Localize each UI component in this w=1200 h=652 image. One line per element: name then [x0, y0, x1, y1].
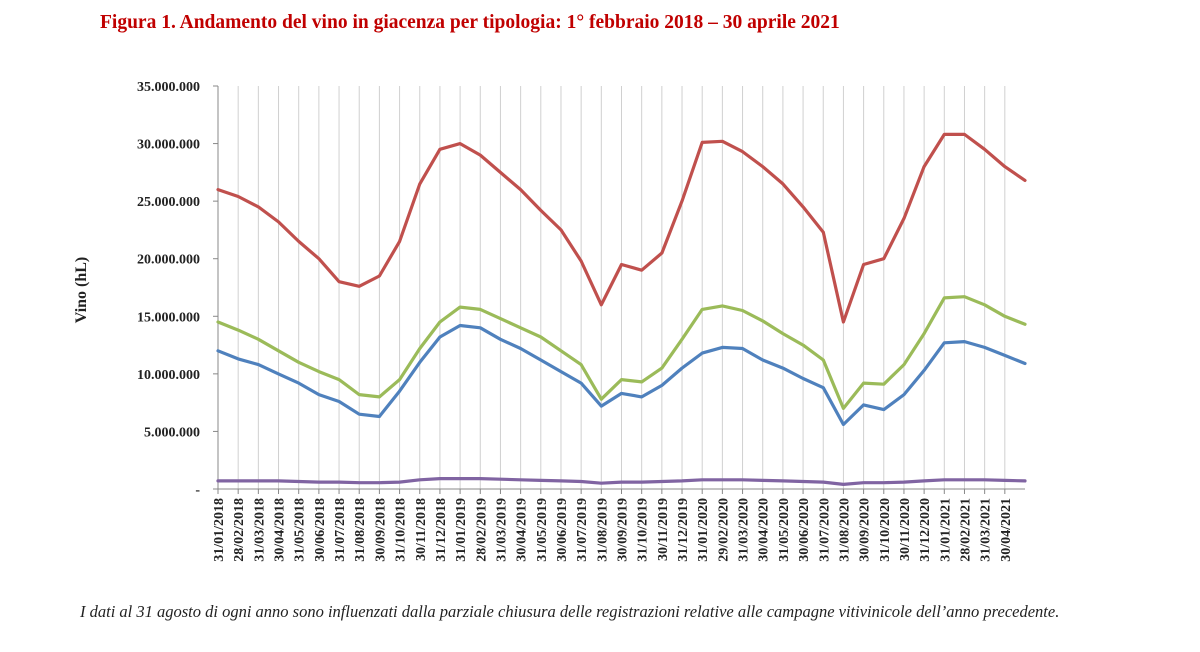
x-tick-label: 30/11/2018	[414, 498, 429, 561]
x-tick-label: 28/02/2018	[232, 498, 247, 562]
series-lines	[216, 132, 1027, 486]
x-tick-label: 30/04/2021	[999, 498, 1014, 562]
vertical-grid	[217, 86, 1006, 489]
x-tick-label: 31/01/2021	[938, 498, 953, 562]
x-tick-label: 31/03/2021	[979, 498, 994, 562]
x-tick-label: 31/03/2018	[252, 498, 267, 562]
x-tick-label: 30/06/2018	[313, 498, 328, 562]
x-tick-label: 31/05/2018	[293, 498, 308, 562]
x-tick-label: 31/08/2018	[353, 498, 368, 562]
x-tick-label: 28/02/2019	[474, 498, 489, 562]
x-tick-label: 31/08/2019	[595, 498, 610, 562]
x-tick-label: 31/05/2019	[535, 498, 550, 562]
x-tick-label: 31/05/2020	[777, 498, 792, 562]
x-tick-label: 30/04/2020	[757, 498, 772, 562]
figure-title: Figura 1. Andamento del vino in giacenza…	[100, 12, 840, 33]
x-tick-label: 31/12/2019	[676, 498, 691, 562]
x-tick-label: 31/10/2018	[394, 498, 409, 562]
x-tick-label: 30/11/2020	[898, 498, 913, 561]
x-tick-label: 31/08/2020	[837, 498, 852, 562]
y-axis-label: Vino (hL)	[73, 256, 90, 324]
x-tick-label: 30/09/2020	[858, 498, 873, 562]
x-tick-label: 29/02/2020	[716, 498, 731, 562]
x-tick-label: 31/01/2019	[454, 498, 469, 562]
y-tick-label: 20.000.000	[137, 253, 200, 268]
series-line-3	[216, 323, 1027, 427]
x-tick-label: 31/12/2018	[434, 498, 449, 562]
y-tick-label: 10.000.000	[137, 368, 200, 383]
series-line-2	[216, 295, 1027, 410]
y-tick-label: 5.000.000	[144, 425, 200, 440]
x-tick-labels: 31/01/2018 28/02/2018 31/03/2018 30/04/2018…	[212, 498, 1014, 562]
x-tick-label: 31/07/2020	[817, 498, 832, 562]
x-tick-label: 31/03/2019	[494, 498, 509, 562]
x-tick-label: 30/09/2018	[373, 498, 388, 562]
y-tick-label: 25.000.000	[137, 195, 200, 210]
y-tick-label: 15.000.000	[137, 310, 200, 325]
y-tick-label: -	[195, 483, 200, 498]
x-tick-label: 31/01/2018	[212, 498, 227, 562]
x-tick-label: 30/11/2019	[656, 498, 671, 561]
series-line-4	[216, 477, 1027, 486]
x-tick-label: 28/02/2021	[958, 498, 973, 562]
x-tick-label: 31/07/2018	[333, 498, 348, 562]
y-tick-labels: - 5.000.000 10.000.000 15.000.000 20.000.000…	[137, 80, 200, 498]
x-tick-label: 31/07/2019	[575, 498, 590, 562]
x-tick-label: 31/10/2019	[636, 498, 651, 562]
line-chart: - 5.000.000 10.000.000 15.000.000 20.000.000…	[137, 80, 1027, 562]
x-tick-label: 30/04/2019	[515, 498, 530, 562]
x-tick-label: 30/06/2020	[797, 498, 812, 562]
x-tick-label: 31/12/2020	[918, 498, 933, 562]
y-tick-label: 35.000.000	[137, 80, 200, 95]
footnote: I dati al 31 agosto di ogni anno sono in…	[80, 602, 1060, 621]
x-tick-label: 31/01/2020	[696, 498, 711, 562]
x-tick-label: 31/10/2020	[878, 498, 893, 562]
x-tick-label: 30/04/2018	[273, 498, 288, 562]
y-tick-label: 30.000.000	[137, 138, 200, 153]
x-tick-label: 31/03/2020	[737, 498, 752, 562]
chart-axes	[213, 85, 1025, 494]
x-tick-label: 30/09/2019	[616, 498, 631, 562]
series-line-1	[216, 132, 1027, 324]
x-tick-label: 30/06/2019	[555, 498, 570, 562]
